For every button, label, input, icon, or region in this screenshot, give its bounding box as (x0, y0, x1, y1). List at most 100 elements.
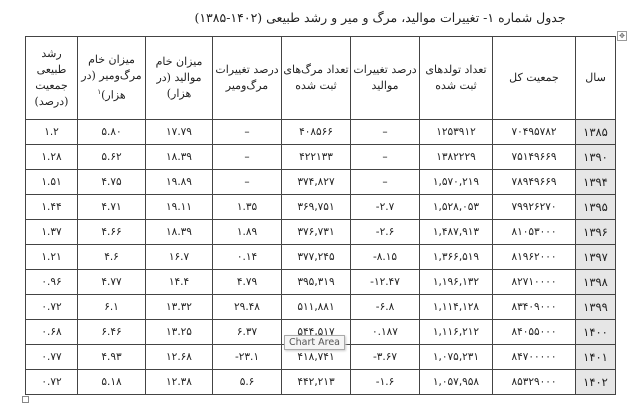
cell-crude-death-rate: ۵.۶۲ (77, 144, 146, 170)
cell-year: ۱۴۰۰ (575, 319, 616, 345)
cell-births: ۱,۰۵۷,۹۵۸ (419, 369, 493, 395)
header-births-change: درصد تغییرات موالید (350, 36, 420, 120)
cell-deaths: ۴۲۲۱۳۳ (281, 144, 351, 170)
cell-deaths-change: ۱.۳۵ (212, 194, 282, 220)
cell-crude-birth-rate: ۱۲.۶۸ (145, 344, 213, 370)
cell-natural-growth: ۰.۹۶ (25, 269, 78, 295)
table-title: جدول شماره ۱- تغییرات موالید، مرگ و میر … (194, 10, 566, 25)
cell-total-population: ۸۳۴۰۹۰۰۰ (492, 294, 576, 320)
cell-total-population: ۷۰۴۹۵۷۸۲ (492, 119, 576, 145)
header-crude-death-rate: میزان خام مرگ‌ومیر (در هزار)۱ (77, 36, 146, 120)
header-deaths-change: درصد تغییرات مرگ‌ومیر (212, 36, 282, 120)
cell-births-change: -۶.۸ (350, 294, 420, 320)
cell-births: ۱,۱۹۶,۱۳۲ (419, 269, 493, 295)
cell-total-population: ۸۲۷۱۰۰۰۰ (492, 269, 576, 295)
table-row: ۱۴۰۰ ۸۴۰۵۵۰۰۰ ۱,۱۱۶,۲۱۲ ۰.۱۸۷ ۵۴۴,۵۱۷ ۶.۳۷ ۱۳.… (25, 319, 616, 345)
cell-crude-birth-rate: ۱۸.۳۹ (145, 144, 213, 170)
cell-crude-birth-rate: ۱۷.۷۹ (145, 119, 213, 145)
cell-births-change: ۰.۱۸۷ (350, 319, 420, 345)
cell-total-population: ۸۵۳۲۹۰۰۰ (492, 369, 576, 395)
cell-births: ۱,۱۱۴,۱۲۸ (419, 294, 493, 320)
table-row: ۱۳۸۵ ۷۰۴۹۵۷۸۲ ۱۲۵۳۹۱۲–۴۰۸۵۶۶–۱۷.۷۹ ۵.۸۰ ۱.۲ (25, 119, 616, 145)
cell-year: ۱۳۹۰ (575, 144, 616, 170)
cell-crude-birth-rate: ۱۳.۳۲ (145, 294, 213, 320)
header-crude-death-rate-text: میزان خام مرگ‌ومیر (در هزار) (81, 53, 142, 102)
table-move-handle-icon[interactable]: ✥ (617, 31, 627, 41)
cell-natural-growth: ۱.۴۴ (25, 194, 78, 220)
cell-crude-death-rate: ۴.۹۳ (77, 344, 146, 370)
cell-total-population: ۷۸۹۴۹۶۶۹ (492, 169, 576, 195)
header-total-population: جمعیت کل (492, 36, 576, 120)
cell-deaths: ۴۴۲,۲۱۳ (281, 369, 351, 395)
table-row: ۱۳۹۴ ۷۸۹۴۹۶۶۹ ۱,۵۷۰,۲۱۹–۳۷۴,۸۲۷–۱۹.۸۹ ۴.۷۵ ۱… (25, 169, 616, 195)
cell-year: ۱۳۹۸ (575, 269, 616, 295)
header-births: تعداد تولدهای ثبت شده (419, 36, 493, 120)
cell-crude-death-rate: ۶.۴۶ (77, 319, 146, 345)
cell-year: ۱۳۹۶ (575, 219, 616, 245)
cell-total-population: ۷۵۱۴۹۶۶۹ (492, 144, 576, 170)
cell-total-population: ۸۴۰۵۵۰۰۰ (492, 319, 576, 345)
cell-natural-growth: ۱.۳۷ (25, 219, 78, 245)
cell-year: ۱۳۹۴ (575, 169, 616, 195)
cell-deaths-change: -۲۳.۱ (212, 344, 282, 370)
cell-crude-birth-rate: ۱۶.۷ (145, 244, 213, 270)
cell-crude-birth-rate: ۱۹.۱۱ (145, 194, 213, 220)
cell-crude-birth-rate: ۱۲.۳۸ (145, 369, 213, 395)
population-table: سال جمعیت کل تعداد تولدهای ثبت شده درصد … (25, 36, 616, 395)
cell-crude-death-rate: ۴.۶۶ (77, 219, 146, 245)
cell-births: ۱,۰۷۵,۲۳۱ (419, 344, 493, 370)
cell-natural-growth: ۰.۷۷ (25, 344, 78, 370)
cell-total-population: ۸۱۰۵۳۰۰۰ (492, 219, 576, 245)
cell-deaths: ۳۷۶,۷۳۱ (281, 219, 351, 245)
cell-births-change: -۸.۱۵ (350, 244, 420, 270)
cell-deaths: ۳۷۴,۸۲۷ (281, 169, 351, 195)
cell-year: ۱۴۰۱ (575, 344, 616, 370)
cell-crude-death-rate: ۵.۱۸ (77, 369, 146, 395)
cell-deaths-change: – (212, 119, 282, 145)
cell-natural-growth: ۱.۵۱ (25, 169, 78, 195)
cell-year: ۱۳۹۹ (575, 294, 616, 320)
table-row: ۱۴۰۲ ۸۵۳۲۹۰۰۰ ۱,۰۵۷,۹۵۸ -۱.۶ ۴۴۲,۲۱۳ ۵.۶ ۱۲.۳۸… (25, 369, 616, 395)
cell-deaths-change: ۶.۳۷ (212, 319, 282, 345)
cell-crude-birth-rate: ۱۹.۸۹ (145, 169, 213, 195)
cell-births-change: – (350, 169, 420, 195)
cell-crude-birth-rate: ۱۳.۲۵ (145, 319, 213, 345)
resize-handle[interactable] (22, 396, 29, 403)
cell-year: ۱۳۹۵ (575, 194, 616, 220)
cell-crude-birth-rate: ۱۸.۳۹ (145, 219, 213, 245)
cell-births-change: -۱۲.۴۷ (350, 269, 420, 295)
header-year: سال (575, 36, 616, 120)
chart-area-tooltip: Chart Area (284, 335, 345, 350)
cell-total-population: ۸۱۹۶۲۰۰۰ (492, 244, 576, 270)
cell-births: ۱,۳۶۶,۵۱۹ (419, 244, 493, 270)
cell-births: ۱۳۸۲۲۲۹ (419, 144, 493, 170)
table-row: ۱۳۹۶ ۸۱۰۵۳۰۰۰ ۱,۴۸۷,۹۱۳ -۲.۶ ۳۷۶,۷۳۱ ۱.۸۹ ۱۸.۳… (25, 219, 616, 245)
cell-natural-growth: ۱.۲ (25, 119, 78, 145)
cell-births: ۱۲۵۳۹۱۲ (419, 119, 493, 145)
cell-natural-growth: ۱.۲۱ (25, 244, 78, 270)
cell-natural-growth: ۰.۶۸ (25, 319, 78, 345)
cell-births-change: -۲.۶ (350, 219, 420, 245)
cell-crude-death-rate: ۶.۱ (77, 294, 146, 320)
footnote-mark: ۱ (97, 88, 102, 97)
cell-deaths-change: ۱.۸۹ (212, 219, 282, 245)
cell-deaths: ۳۶۹,۷۵۱ (281, 194, 351, 220)
cell-crude-birth-rate: ۱۴.۴ (145, 269, 213, 295)
cell-births: ۱,۴۸۷,۹۱۳ (419, 219, 493, 245)
cell-year: ۱۴۰۲ (575, 369, 616, 395)
cell-natural-growth: ۱.۲۸ (25, 144, 78, 170)
cell-births: ۱,۵۲۸,۰۵۳ (419, 194, 493, 220)
cell-births-change: – (350, 119, 420, 145)
cell-deaths-change: – (212, 169, 282, 195)
header-deaths: تعداد مرگ‌های ثبت شده (281, 36, 351, 120)
table-row: ۱۳۹۵ ۷۹۹۲۶۲۷۰ ۱,۵۲۸,۰۵۳ -۲.۷ ۳۶۹,۷۵۱ ۱.۳۵ ۱۹.۱… (25, 194, 616, 220)
cell-deaths: ۴۰۸۵۶۶ (281, 119, 351, 145)
cell-births-change: -۳.۶۷ (350, 344, 420, 370)
header-crude-birth-rate: میزان خام موالید (در هزار) (145, 36, 213, 120)
cell-natural-growth: ۰.۷۲ (25, 369, 78, 395)
cell-deaths: ۵۱۱,۸۸۱ (281, 294, 351, 320)
cell-crude-death-rate: ۴.۶ (77, 244, 146, 270)
cell-crude-death-rate: ۴.۷۱ (77, 194, 146, 220)
table-row: ۱۳۹۷ ۸۱۹۶۲۰۰۰ ۱,۳۶۶,۵۱۹ -۸.۱۵ ۳۷۷,۲۴۵ ۰.۱۴ ۱۶.… (25, 244, 616, 270)
cell-crude-death-rate: ۵.۸۰ (77, 119, 146, 145)
